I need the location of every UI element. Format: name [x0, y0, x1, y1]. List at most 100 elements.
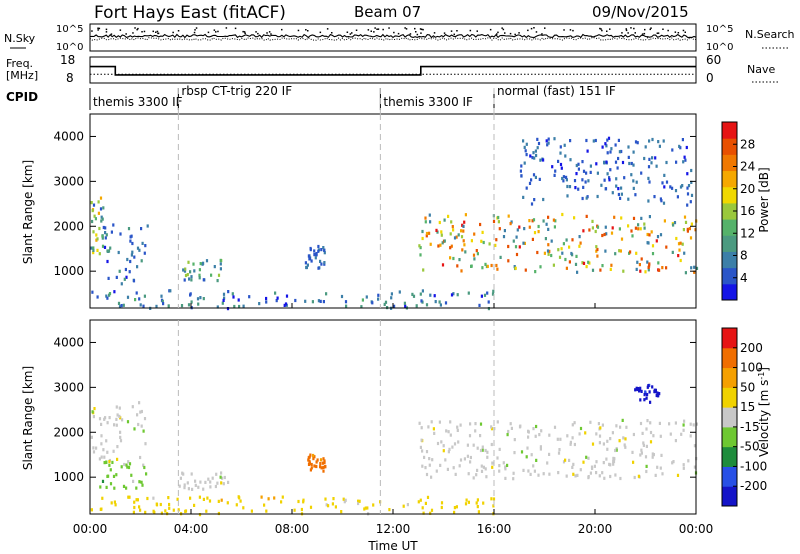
range-cell: [608, 178, 611, 182]
range-cell: [135, 291, 138, 295]
nsky-spike: [98, 27, 101, 30]
range-cell: [162, 302, 165, 306]
range-cell: [620, 216, 623, 220]
range-cell: [188, 277, 191, 281]
range-cell: [514, 245, 518, 249]
range-cell: [469, 460, 472, 464]
range-cell: [435, 228, 438, 232]
range-cell: [674, 439, 677, 443]
range-cell: [481, 266, 484, 270]
range-cell: [425, 472, 429, 477]
range-cell: [140, 480, 143, 484]
range-cell: [325, 503, 328, 507]
range-cell: [420, 299, 423, 303]
range-cell: [598, 474, 601, 478]
range-cell: [105, 439, 108, 443]
cpid-segment-label: normal (fast) 151 IF: [497, 84, 616, 98]
range-cell: [216, 279, 219, 283]
nsky-spike: [416, 33, 419, 36]
range-cell: [435, 469, 438, 473]
range-cell: [411, 292, 414, 296]
range-cell: [182, 472, 185, 476]
range-cell: [415, 304, 418, 308]
range-cell: [248, 295, 251, 299]
range-cell: [460, 235, 464, 239]
y-tick-label: 4000: [53, 335, 84, 349]
range-cell: [509, 222, 512, 226]
range-cell: [111, 460, 114, 464]
range-cell: [98, 252, 101, 256]
range-cell: [677, 242, 681, 246]
range-cell: [490, 427, 494, 431]
nsky-spike: [601, 29, 603, 32]
range-cell: [141, 483, 144, 487]
range-cell: [615, 184, 618, 188]
range-cell: [274, 291, 277, 295]
range-cell: [220, 481, 223, 485]
range-cell: [108, 293, 111, 297]
range-cell: [428, 457, 431, 461]
nsky-spike: [657, 32, 660, 34]
range-cell: [133, 500, 136, 504]
range-cell: [579, 426, 583, 431]
colorbar-swatch: [722, 122, 737, 139]
range-cell: [177, 508, 180, 512]
range-cell: [484, 448, 487, 453]
nsky-spikes: [91, 27, 686, 36]
range-cell: [551, 165, 554, 169]
range-cell: [365, 295, 368, 299]
range-cell: [635, 180, 638, 184]
range-cell: [604, 225, 607, 229]
range-cell: [424, 466, 427, 470]
range-cell: [651, 385, 654, 389]
nsky-spike: [599, 27, 601, 30]
range-cell: [612, 462, 615, 466]
range-cell: [623, 176, 626, 180]
range-cell: [544, 237, 547, 241]
range-cell: [520, 450, 524, 454]
range-cell: [680, 432, 683, 436]
range-cell: [588, 228, 591, 232]
nsky-spike: [355, 29, 358, 31]
range-cell: [93, 214, 96, 218]
range-cell: [657, 394, 660, 398]
range-cell: [595, 249, 598, 253]
range-cell: [522, 195, 525, 199]
x-tick-label: 04:00: [174, 522, 209, 536]
range-cell: [468, 434, 472, 438]
range-cell: [647, 176, 650, 180]
velocity-scatter-cells: [90, 383, 698, 517]
power-y-axis-label: Slant Range [km]: [21, 160, 35, 264]
range-cell: [513, 265, 516, 269]
range-cell: [568, 458, 571, 462]
range-cell: [632, 460, 635, 464]
range-cell: [530, 202, 534, 206]
range-cell: [644, 390, 647, 394]
range-cell: [582, 169, 586, 173]
range-cell: [141, 241, 144, 245]
range-cell: [94, 217, 97, 221]
range-cell: [677, 254, 680, 258]
range-cell: [483, 293, 487, 297]
range-cell: [578, 235, 581, 239]
range-cell: [547, 252, 550, 256]
range-cell: [125, 275, 128, 279]
range-cell: [611, 226, 614, 230]
range-cell: [209, 480, 212, 484]
range-cell: [595, 471, 598, 475]
range-cell: [574, 186, 577, 190]
range-cell: [472, 253, 476, 257]
range-cell: [183, 269, 187, 273]
range-cell: [222, 292, 226, 296]
range-cell: [585, 196, 588, 200]
range-cell: [556, 437, 559, 441]
range-cell: [92, 203, 96, 207]
range-cell: [654, 156, 657, 160]
range-cell: [502, 461, 505, 465]
range-cell: [682, 228, 685, 232]
range-cell: [466, 454, 469, 458]
range-cell: [656, 235, 660, 239]
range-cell: [606, 447, 609, 451]
range-cell: [187, 260, 190, 264]
range-cell: [569, 440, 572, 444]
